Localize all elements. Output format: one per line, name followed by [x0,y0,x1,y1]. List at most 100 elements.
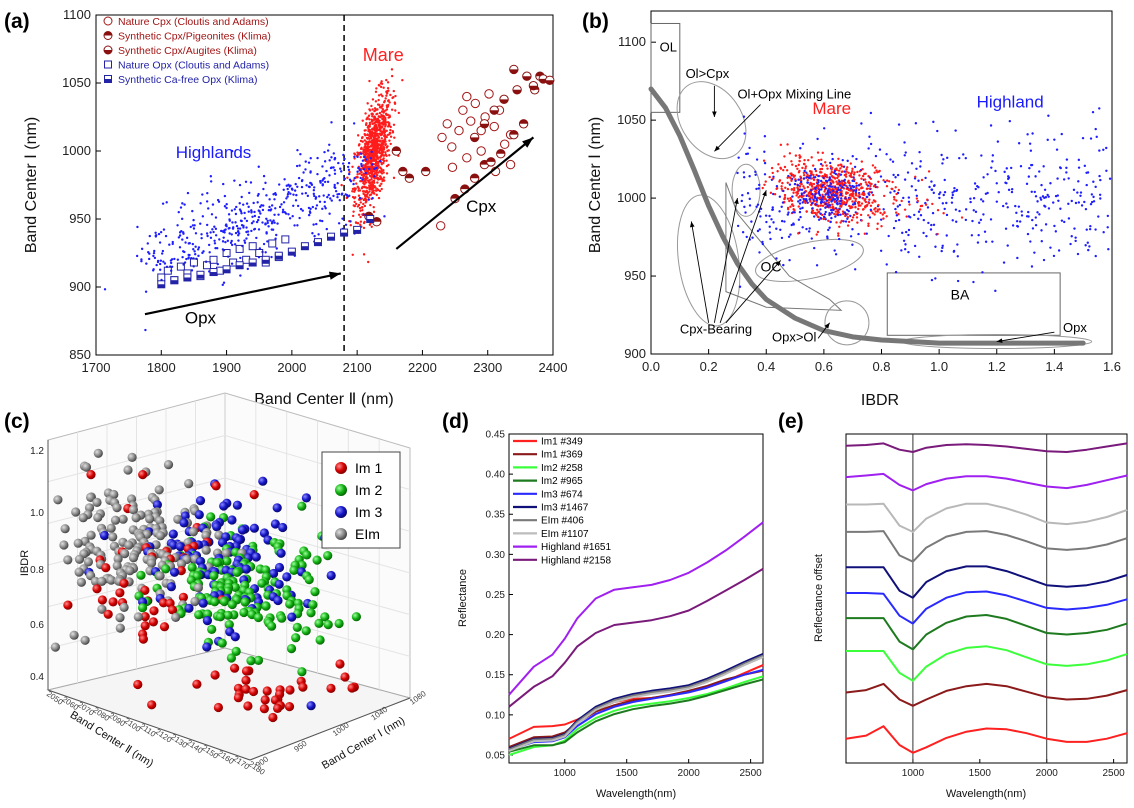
highlands-point [199,202,202,205]
highland-point [840,197,843,200]
highlands-point [299,153,302,156]
nature-cpx-marker [476,146,486,156]
mare-point [796,187,800,190]
ball-green [223,610,233,620]
highland-point [1079,194,1082,197]
ball-green [240,597,250,607]
highland-point [1098,107,1101,110]
highland-point [894,207,897,211]
mare-point [839,167,842,170]
highland-point [1031,227,1035,230]
highland-point [1065,158,1069,161]
mare-point [359,147,363,151]
highlands-point [185,236,189,240]
mare-point [375,87,378,90]
highland-point [817,179,820,182]
legend-label: EIm [355,526,380,542]
mare-point [382,101,386,104]
highland-point [879,218,883,221]
highlands-point [205,223,209,227]
x-tick-label: 1.6 [1103,359,1121,374]
highlands-point [159,259,163,262]
highland-point [742,176,746,179]
ball-green [194,610,204,620]
mare-point [849,197,852,201]
ball-gray [184,479,194,489]
mare-point [380,122,384,125]
mare-point [821,204,825,208]
highland-point [778,195,782,198]
legend-label: Synthetic Cpx/Pigeonites (Klima) [118,31,271,43]
mare-point [364,112,367,115]
highlands-point [286,192,290,196]
highlands-point [229,241,233,245]
highland-point [930,223,933,227]
highland-point [891,160,895,163]
mare-point [388,154,391,157]
highland-point [1063,220,1066,224]
mare-point [382,176,386,179]
mare-point [835,188,838,191]
highland-point [1038,213,1041,216]
highlands-point [252,220,255,223]
highlands-point [160,252,164,255]
highland-point [1027,215,1030,218]
highland-point [791,211,795,214]
highlands-point [281,208,285,212]
highlands-point [310,182,313,185]
highland-point [951,193,954,197]
highland-point [1092,195,1095,199]
highlands-point [240,195,243,199]
highlands-point [321,219,324,223]
ball-green [210,597,220,607]
highland-point [1020,214,1024,217]
highlands-point [274,193,278,196]
highland-point [940,153,943,157]
mare-point [368,187,371,191]
highland-point [870,191,874,194]
mare-point [390,108,394,111]
highlands-point [286,195,289,198]
highland-point [857,184,861,187]
ball-gray [50,642,61,652]
highland-point [748,204,752,207]
highland-point [950,201,954,204]
highland-point [989,218,993,221]
highland-point [884,180,887,184]
highland-point [1090,193,1094,196]
ball-blue [198,598,208,608]
highland-point [746,192,750,195]
highland-point [903,178,907,181]
mare-point [384,97,387,100]
mare-point [360,173,363,177]
highland-point [868,135,871,138]
highlands-point [291,214,294,218]
highland-point [1006,206,1009,209]
mare-point [370,104,373,108]
highland-point [824,210,827,214]
highland-point [1057,199,1060,203]
highland-point [1080,204,1084,207]
highlands-point [285,197,288,200]
mare-point [794,154,798,157]
highlands-point [208,251,211,254]
mare-point [861,197,865,200]
mare-point [833,212,836,216]
ball-red [259,704,269,714]
mare-point [367,124,370,128]
highlands-point [144,290,148,293]
caf-opx-marker-fill [196,274,204,279]
mare-point [825,164,828,167]
highlands-point [239,256,242,260]
highlands-point [257,228,261,231]
highland-point [842,220,845,223]
highlands-point [250,209,253,212]
y-tick-label: 1050 [617,112,646,127]
mare-point [882,217,885,220]
highland-point [1072,188,1076,192]
mare-point [788,152,792,155]
mare-point [804,165,808,168]
legend-label: Synthetic Ca-free Opx (Klima) [118,74,257,86]
highlands-point [295,164,299,168]
mare-point [366,143,369,146]
